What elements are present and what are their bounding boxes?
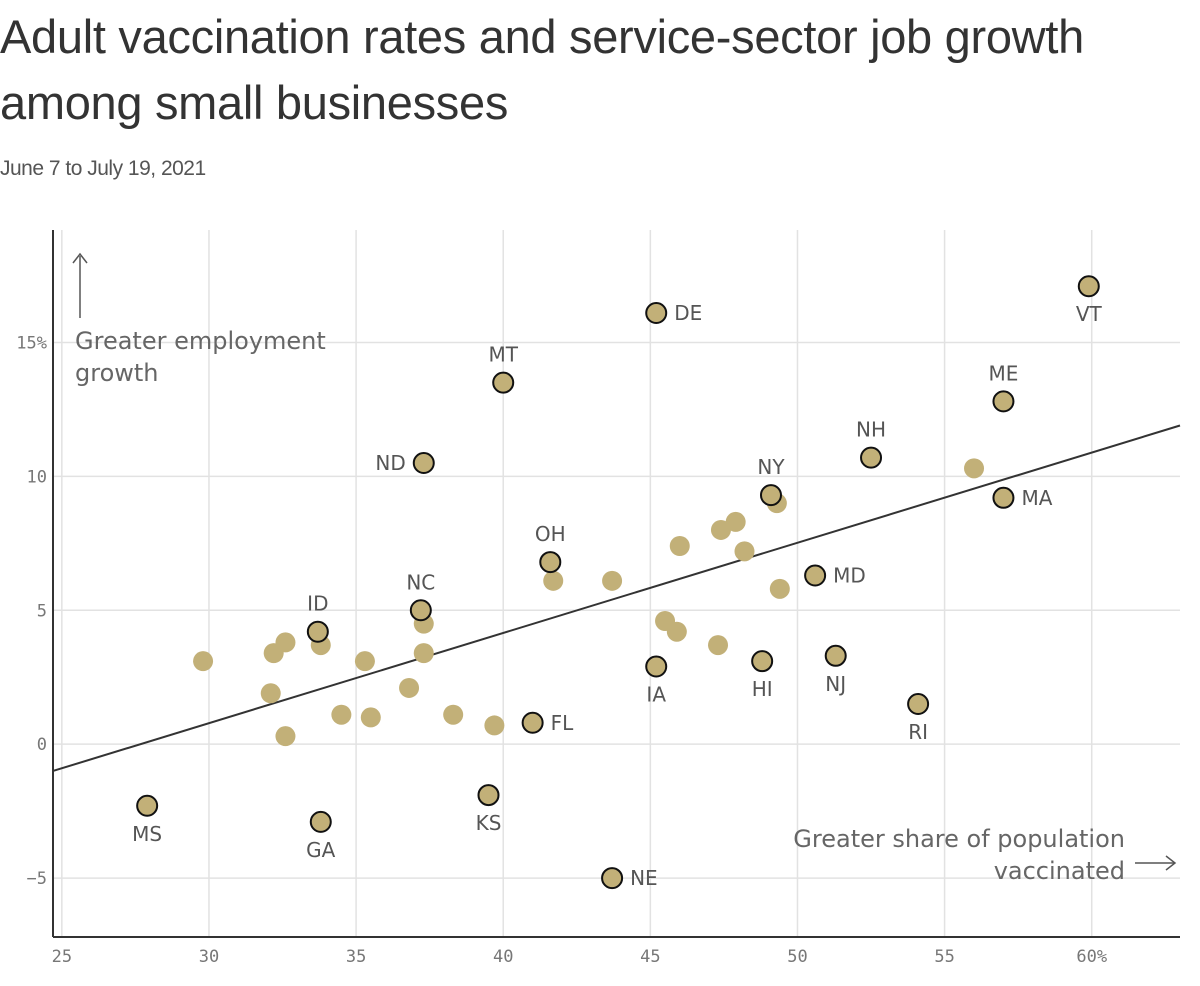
up-arrow-head-icon [72,252,88,264]
data-point [193,651,214,672]
data-point [543,570,564,591]
x-tick-label: 30 [199,947,219,967]
x-tick-label: 60% [1076,947,1107,967]
grid-layer [53,230,1180,937]
y-tick-label: 10 [27,467,47,487]
data-point [399,677,420,698]
labeled-data-point [601,867,624,890]
labeled-data-point [409,599,432,622]
state-label: GA [306,838,335,862]
data-point [360,707,381,728]
data-point [354,651,375,672]
data-point [275,726,296,747]
state-label: IA [646,683,666,707]
state-label: NH [856,418,886,442]
data-point [725,511,746,532]
labeled-data-point [751,650,774,673]
labeled-data-point [477,784,500,807]
y-tick-label: −5 [27,869,47,889]
state-label: HI [752,677,773,701]
y-tick-label: 5 [37,601,47,621]
data-point [602,570,623,591]
axes-layer: 25 30 35 40 45 50 55 60% −5 0 5 10 15% [16,230,1180,967]
labeled-data-point [309,810,332,833]
y-tick-label: 0 [37,735,47,755]
state-label: MA [1021,486,1052,510]
data-point [708,635,729,656]
labeled-data-point [804,564,827,587]
state-label: OH [535,522,566,546]
x-tick-label: 45 [640,947,660,967]
labels-layer: VT DE MT ME NH ND NY MA OH MD NC ID NJ HI IA RI FL KS MS GA… [132,301,1102,890]
state-label: MS [132,822,162,846]
labeled-data-point [492,371,515,394]
x-tick-label: 35 [346,947,366,967]
data-point [331,704,352,725]
x-tick-label: 50 [787,947,807,967]
x-tick-label: 40 [493,947,513,967]
data-point [413,643,434,664]
state-label: RI [908,720,928,744]
state-label: MD [833,563,866,587]
state-label: KS [476,811,502,835]
trend-line [52,424,1181,772]
chart-title: Adult vaccination rates and service-sect… [0,10,1084,129]
labeled-data-point [136,794,159,817]
data-point [710,519,731,540]
x-direction-annotation: Greater share of population [793,825,1125,853]
y-direction-annotation: Greater employment [75,327,326,355]
labeled-data-point [860,446,883,469]
y-tick-label: 15% [16,333,47,353]
labeled-data-point [645,655,668,678]
labeled-data-point [992,390,1015,413]
labeled-data-point [412,451,435,474]
x-direction-annotation: vaccinated [994,857,1125,885]
state-label: MT [488,343,518,367]
data-point [263,643,284,664]
state-label: NC [406,570,435,594]
state-label: ME [988,361,1018,385]
state-label: ND [375,451,405,475]
state-label: NE [630,866,658,890]
x-tick-label: 55 [934,947,954,967]
annotation-layer: Greater employment growth Greater share of… [72,252,1177,885]
labeled-data-point [992,486,1015,509]
points-layer [136,275,1100,890]
data-point [666,621,687,642]
data-point [260,683,281,704]
labeled-data-point [306,620,329,643]
data-point [769,578,790,599]
labeled-data-point [907,693,930,716]
data-point [669,536,690,557]
labeled-data-point [1077,275,1100,298]
data-point [484,715,505,736]
state-label: NY [757,455,785,479]
x-tick-label: 25 [52,947,72,967]
chart-subtitle: June 7 to July 19, 2021 [0,157,206,180]
data-point [443,704,464,725]
trend-layer [52,424,1181,772]
state-label: DE [674,301,702,325]
data-point [734,541,755,562]
state-label: VT [1076,302,1103,326]
data-point [964,458,985,479]
labeled-data-point [539,551,562,574]
y-direction-annotation: growth [75,359,159,387]
labeled-data-point [824,644,847,667]
state-label: FL [551,711,575,735]
state-label: NJ [825,672,846,696]
labeled-data-point [645,302,668,325]
labeled-data-point [521,711,544,734]
right-arrow-head-icon [1165,855,1177,871]
labeled-data-point [759,484,782,507]
state-label: ID [307,592,328,616]
